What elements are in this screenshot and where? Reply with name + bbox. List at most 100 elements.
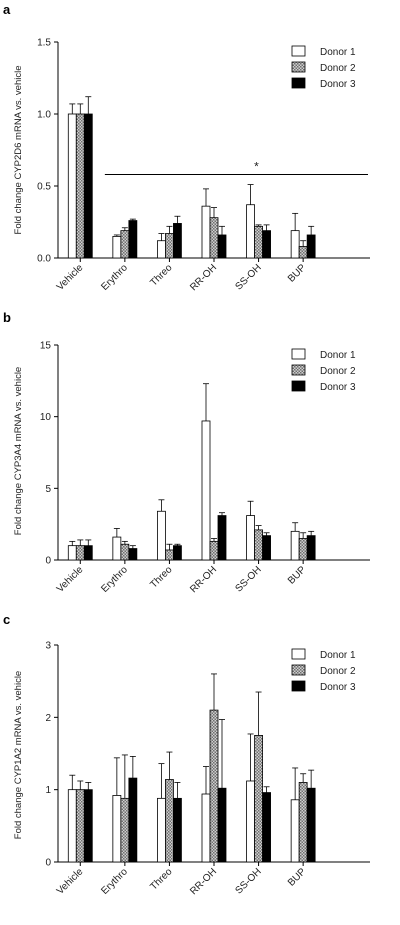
legend-label-donor-1: Donor 1: [320, 650, 356, 661]
bar-donor-3: [217, 787, 227, 863]
bar-donor-2: [209, 540, 219, 561]
x-tick-label: Threo: [148, 564, 175, 591]
panel-c: c Fold change CYP1A2 mRNA vs. vehicle 0 1…: [3, 612, 370, 897]
legend-swatch-donor-1: [291, 648, 306, 660]
legend-swatch-donor-3: [291, 77, 306, 89]
y-tick-label: 0: [45, 858, 51, 869]
bar-donor-1: [246, 780, 255, 863]
bar-donor-2: [75, 545, 85, 561]
bar-donor-1: [67, 113, 77, 259]
y-tick-label: 2: [45, 713, 51, 724]
bar-donor-1: [246, 204, 255, 259]
y-tick-label: 0: [45, 556, 51, 567]
bar-donor-3: [83, 545, 93, 561]
bar-donor-1: [112, 536, 122, 561]
legend-label-donor-2: Donor 2: [320, 366, 356, 377]
legend-swatch-donor-2: [291, 61, 306, 73]
y-tick-label: 3: [45, 641, 51, 652]
y-tick-label: 1.5: [37, 38, 51, 49]
bar-donor-3: [173, 797, 182, 863]
legend-label-donor-3: Donor 3: [320, 682, 356, 693]
panel-b: b Fold change CYP3A4 mRNA vs. vehicle 0 5…: [3, 310, 370, 595]
x-tick-label: SS-OH: [234, 866, 264, 896]
legend-label-donor-2: Donor 2: [320, 63, 356, 74]
bar-donor-3: [83, 789, 93, 863]
legend-label-donor-2: Donor 2: [320, 666, 356, 677]
y-tick-label: 0.0: [37, 254, 51, 265]
x-tick-label: Vehicle: [55, 866, 86, 897]
panel-a: a Fold change CYP2D6 mRNA vs. vehicle 0.…: [3, 2, 370, 293]
panel-label-c: c: [3, 612, 10, 627]
y-tick-label: 1: [45, 785, 51, 796]
bar-donor-2: [209, 217, 219, 259]
x-tick-label: RR-OH: [188, 262, 219, 293]
bar-donor-3: [173, 545, 182, 561]
x-tick-label: RR-OH: [188, 866, 219, 897]
bar-donor-2: [254, 529, 263, 561]
bar-donor-3: [128, 548, 138, 561]
bar-donor-1: [112, 795, 122, 863]
bar-donor-2: [298, 246, 308, 259]
x-tick-label: SS-OH: [234, 564, 264, 594]
bar-donor-3: [306, 535, 316, 561]
bar-donor-3: [306, 234, 316, 259]
bar-donor-1: [157, 510, 166, 561]
bar-donor-2: [75, 113, 85, 259]
x-tick-label: BUP: [286, 564, 309, 587]
bar-donor-1: [157, 797, 166, 863]
bar-donor-1: [157, 240, 166, 259]
x-tick-label: Threo: [148, 262, 175, 289]
chart-b: 0 5 10 15 Vehicle Erythro Threo RR-OH SS-OH BUP Do…: [40, 341, 370, 595]
legend-swatch-donor-3: [291, 380, 306, 392]
x-tick-label: BUP: [286, 262, 309, 285]
bar-donor-2: [120, 543, 130, 561]
legend-swatch-donor-2: [291, 364, 306, 376]
bar-donor-2: [254, 225, 263, 259]
legend-swatch-donor-1: [291, 348, 306, 360]
bar-donor-1: [290, 230, 300, 259]
bar-donor-2: [298, 782, 308, 863]
bar-donor-3: [128, 777, 138, 863]
y-tick-label: 5: [45, 484, 51, 495]
bar-donor-2: [165, 233, 174, 259]
y-tick-label: 1.0: [37, 110, 51, 121]
bar-donor-1: [67, 789, 77, 863]
bar-donor-3: [173, 223, 182, 259]
x-tick-label: Erythro: [99, 262, 130, 293]
legend-label-donor-1: Donor 1: [320, 350, 356, 361]
legend-swatch-donor-3: [291, 680, 306, 692]
bar-donor-1: [201, 793, 211, 863]
legend-label-donor-3: Donor 3: [320, 79, 356, 90]
x-tick-label: Vehicle: [55, 564, 86, 595]
bar-donor-1: [201, 205, 211, 259]
bar-donor-3: [262, 535, 271, 561]
bar-donor-1: [201, 420, 211, 561]
y-axis-label-c: Fold change CYP1A2 mRNA vs. vehicle: [13, 671, 24, 839]
bar-donor-3: [217, 515, 227, 561]
bar-donor-1: [112, 235, 122, 259]
x-tick-label: Erythro: [99, 564, 130, 595]
bar-donor-1: [67, 545, 77, 561]
chart-c: 0 1 2 3 Vehicle Erythro Threo RR-OH SS-OH BUP Dono…: [45, 641, 370, 897]
y-tick-label: 0.5: [37, 182, 51, 193]
bar-donor-2: [120, 230, 130, 259]
bar-donor-2: [254, 735, 263, 863]
legend-label-donor-3: Donor 3: [320, 382, 356, 393]
significance-marker: *: [254, 159, 259, 173]
x-tick-label: Vehicle: [55, 262, 86, 293]
panel-label-a: a: [3, 2, 11, 17]
chart-a: 0.0 0.5 1.0 1.5 Vehicle Erythro Threo RR-OH SS-O…: [37, 38, 370, 293]
bar-donor-2: [75, 789, 85, 863]
legend-swatch-donor-1: [291, 45, 306, 57]
bar-donor-2: [209, 709, 219, 863]
x-tick-label: RR-OH: [188, 564, 219, 595]
x-tick-label: BUP: [286, 866, 309, 889]
bar-donor-3: [217, 234, 227, 259]
bar-donor-3: [262, 230, 271, 259]
bar-donor-1: [290, 530, 300, 561]
y-tick-label: 15: [40, 341, 52, 352]
x-tick-label: SS-OH: [234, 262, 264, 292]
bar-donor-3: [83, 113, 93, 259]
bar-donor-2: [165, 549, 174, 561]
